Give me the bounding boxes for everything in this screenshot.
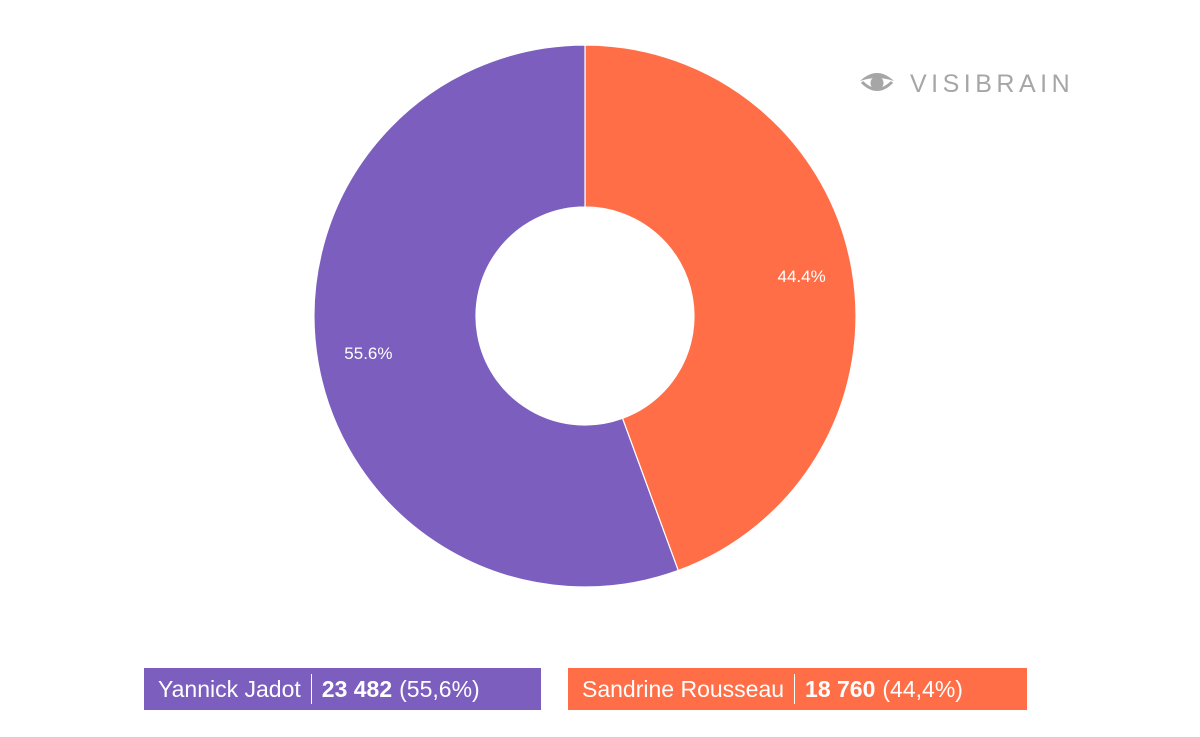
legend-percent: (44,4%) <box>882 675 963 702</box>
donut-slices <box>313 44 857 588</box>
legend-item-yannick-jadot: Yannick Jadot 23 482 (55,6%) <box>144 668 541 710</box>
slice-labels: 44.4% 55.6% <box>344 267 825 363</box>
legend-name: Sandrine Rousseau <box>582 675 785 702</box>
visibrain-logo: VISIBRAIN <box>858 68 1074 100</box>
slice-label: 55.6% <box>344 344 392 363</box>
legend-count: 23 482 <box>321 675 393 702</box>
legend-count: 18 760 <box>805 675 876 702</box>
slice-sandrine-rousseau <box>584 44 857 572</box>
legend-name: Yannick Jadot <box>158 675 301 702</box>
logo-text: VISIBRAIN <box>910 69 1075 98</box>
legend-item-sandrine-rousseau: Sandrine Rousseau 18 760 (44,4%) <box>568 668 1027 710</box>
slice-label: 44.4% <box>778 267 826 286</box>
legend-percent: (55,6%) <box>399 675 480 702</box>
slice-yannick-jadot <box>313 44 679 588</box>
legend-separator <box>794 674 796 704</box>
eye-icon <box>858 67 896 102</box>
legend-separator <box>310 674 312 704</box>
